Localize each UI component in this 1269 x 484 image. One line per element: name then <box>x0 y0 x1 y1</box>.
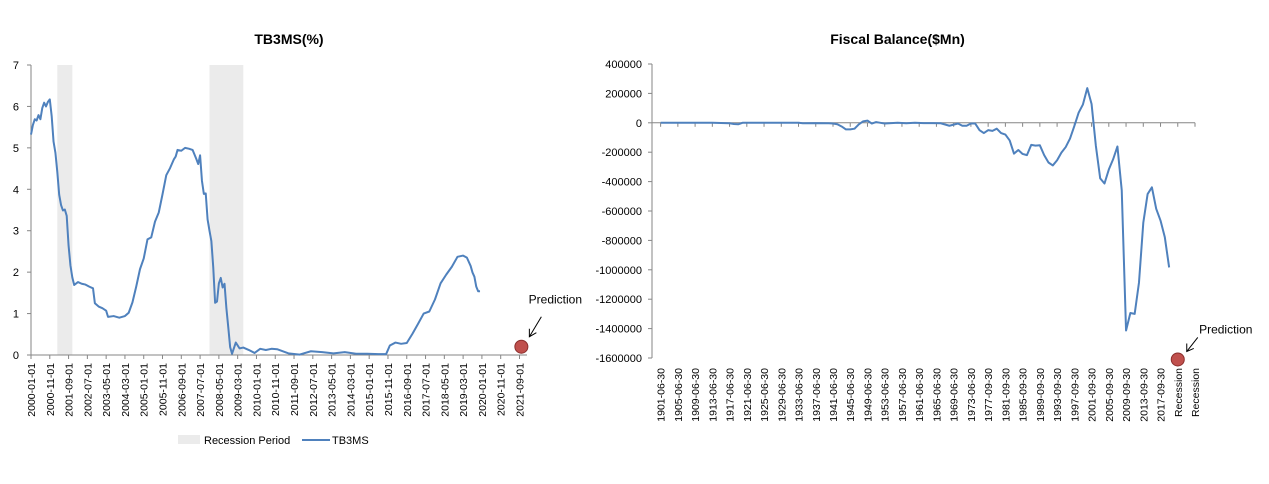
legend-swatch-recession <box>178 435 200 444</box>
x-tick-label: 2005-01-01 <box>139 363 151 417</box>
y-tick-label: -800000 <box>602 235 642 247</box>
x-tick-label: 1961-06-30 <box>914 368 926 422</box>
x-tick-label: 1941-06-30 <box>828 368 840 422</box>
x-tick-label: 2011-09-01 <box>289 363 301 416</box>
x-tick-label: 1989-09-30 <box>1035 368 1047 422</box>
x-tick-label: 1997-09-30 <box>1069 368 1081 422</box>
x-tick-label: Recession <box>1190 368 1202 417</box>
x-tick-label: 1905-06-30 <box>673 368 685 422</box>
x-tick-label: 1925-06-30 <box>759 368 771 422</box>
y-tick-label: 6 <box>13 101 19 113</box>
x-tick-label: 1993-09-30 <box>1052 368 1064 422</box>
x-tick-label: 1909-06-30 <box>690 368 702 422</box>
x-tick-label: 1977-09-30 <box>983 368 995 422</box>
chart-title: Fiscal Balance($Mn) <box>830 31 965 47</box>
series-line-tb3ms <box>30 98 481 356</box>
y-tick-label: 400000 <box>605 59 642 71</box>
fiscal-balance-chart: 400000 200000 0 -200000 -400000 -600000 -80000… <box>596 31 1253 422</box>
x-tick-label: 2017-07-01 <box>421 363 433 417</box>
x-tick-label: 2020-11-01 <box>496 363 508 416</box>
x-tick-label: 1981-09-30 <box>1000 368 1012 422</box>
y-tick-label: -600000 <box>602 206 642 218</box>
x-tick-label: 2017-09-30 <box>1156 368 1168 422</box>
x-tick-label: 2010-11-01 <box>270 363 282 416</box>
tb3ms-chart: 0 1 2 3 4 5 6 7 2000-01-01 2000-11-01 2001-09-01 20… <box>13 31 582 447</box>
x-tick-label: 1957-06-30 <box>897 368 909 422</box>
x-tick-label: 1917-06-30 <box>725 368 737 422</box>
x-tick-label: 1985-09-30 <box>1018 368 1030 422</box>
x-tick-label: 1937-06-30 <box>811 368 823 422</box>
x-tick-label: 1901-06-30 <box>656 368 668 422</box>
y-tick-label: 0 <box>636 118 642 130</box>
x-tick-label: 2013-05-01 <box>327 363 339 417</box>
x-tick-label: 2007-07-01 <box>195 363 207 417</box>
x-tick-label: 2010-01-01 <box>251 363 263 417</box>
y-tick-label: -1400000 <box>596 324 643 336</box>
x-tick-label: 1953-06-30 <box>880 368 892 422</box>
x-tick-label: 2005-11-01 <box>158 363 170 416</box>
y-tick-label: 7 <box>13 60 19 72</box>
y-tick-label: 5 <box>13 143 19 155</box>
y-tick-label: 0 <box>13 350 19 362</box>
x-tick-label: 2002-07-01 <box>82 363 94 417</box>
prediction-arrow <box>1186 337 1199 352</box>
series-line-fiscal-balance <box>660 87 1171 332</box>
x-tick-label: 2015-01-01 <box>364 363 376 417</box>
x-tick-label: 2020-01-01 <box>477 363 489 417</box>
x-tick-label: 1945-06-30 <box>845 368 857 422</box>
x-tick-label: 1949-06-30 <box>862 368 874 422</box>
x-tick-label: 1921-06-30 <box>742 368 754 422</box>
y-tick-label: -1600000 <box>596 353 643 365</box>
x-tick-label: 2005-09-30 <box>1104 368 1116 422</box>
x-tick-label: 2013-09-30 <box>1138 368 1150 422</box>
prediction-arrow <box>528 316 542 337</box>
x-tick-label: 2003-05-01 <box>101 363 113 417</box>
x-tick-label: 1929-06-30 <box>776 368 788 422</box>
prediction-arrowhead <box>528 328 537 338</box>
y-tick-label: 1 <box>13 309 19 321</box>
x-tick-label: 2009-03-01 <box>233 363 245 417</box>
legend-label-recession: Recession Period <box>204 435 290 447</box>
prediction-label: Prediction <box>1199 322 1252 336</box>
prediction-marker <box>1170 352 1185 367</box>
y-tick-label: -400000 <box>602 177 642 189</box>
x-tick-label: 2019-03-01 <box>458 363 470 417</box>
prediction-marker <box>514 339 529 354</box>
x-tick-label: 2018-05-01 <box>439 363 451 417</box>
y-tick-label: 2 <box>13 267 19 279</box>
x-tick-label: 2016-09-01 <box>402 363 414 417</box>
y-tick-label: 3 <box>13 226 19 238</box>
legend-label-tb3ms: TB3MS <box>332 435 369 447</box>
x-tick-label: 2000-01-01 <box>26 363 38 417</box>
y-tick-label: -1000000 <box>596 265 643 277</box>
y-tick-label: -200000 <box>602 147 642 159</box>
prediction-arrowhead <box>1186 343 1194 353</box>
x-tick-label: 1969-06-30 <box>949 368 961 422</box>
chart-title: TB3MS(%) <box>254 31 323 47</box>
x-tick-label: 2001-09-01 <box>64 363 76 417</box>
prediction-label: Prediction <box>529 293 582 307</box>
x-tick-label: 2004-03-01 <box>120 363 132 417</box>
x-tick-label: 2001-09-30 <box>1087 368 1099 422</box>
y-tick-label: -1200000 <box>596 294 643 306</box>
x-tick-label: 2009-09-30 <box>1121 368 1133 422</box>
x-tick-label: Recession <box>1173 368 1185 417</box>
x-tick-label: 2008-05-01 <box>214 363 226 417</box>
x-tick-label: 2015-11-01 <box>383 363 395 416</box>
x-tick-label: 2021-09-01 <box>514 363 526 417</box>
x-tick-label: 2006-09-01 <box>176 363 188 417</box>
x-tick-label: 1933-06-30 <box>794 368 806 422</box>
x-tick-label: 1973-06-30 <box>966 368 978 422</box>
x-tick-label: 2012-07-01 <box>308 363 320 417</box>
x-tick-label: 1913-06-30 <box>707 368 719 422</box>
x-tick-label: 2014-03-01 <box>345 363 357 417</box>
y-tick-label: 4 <box>13 184 19 196</box>
x-tick-label: 2000-11-01 <box>45 363 57 416</box>
x-tick-label: 1965-06-30 <box>931 368 943 422</box>
y-tick-label: 200000 <box>605 88 642 100</box>
